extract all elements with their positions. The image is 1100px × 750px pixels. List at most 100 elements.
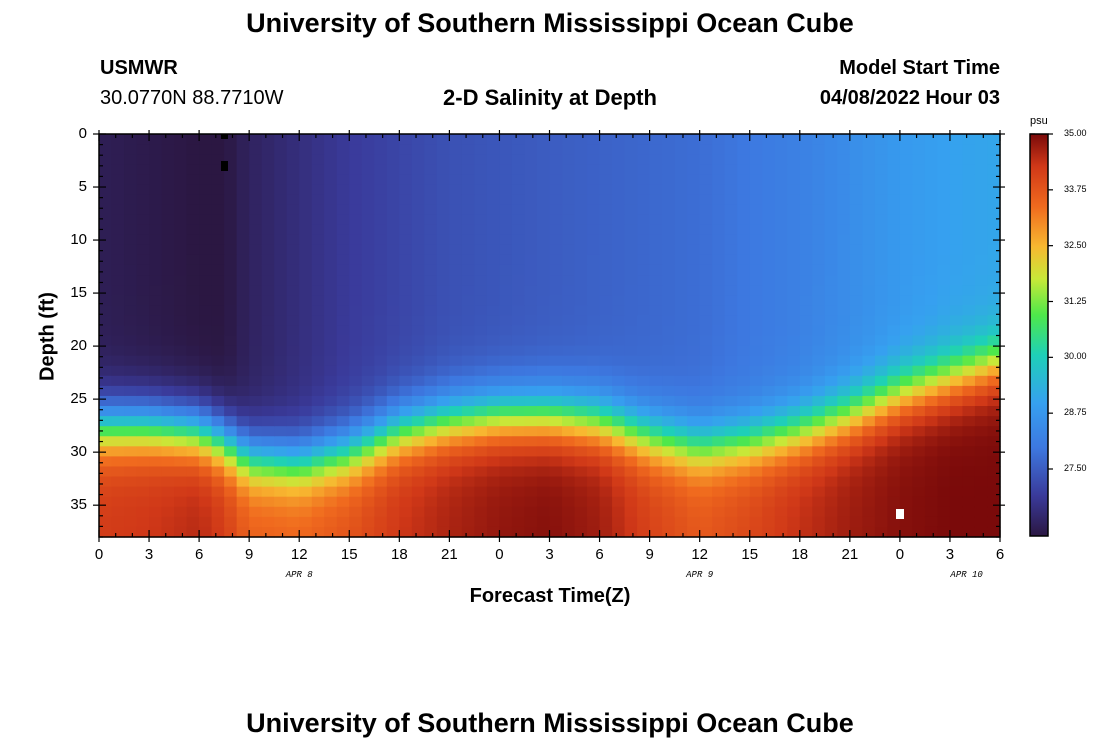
heatmap-cell — [837, 184, 851, 196]
heatmap-cell — [849, 194, 863, 206]
heatmap-cell — [286, 476, 300, 488]
heatmap-cell — [374, 385, 388, 397]
heatmap-cell — [111, 254, 125, 266]
heatmap-cell — [136, 204, 150, 216]
heatmap-cell — [812, 355, 826, 367]
heatmap-cell — [249, 486, 263, 498]
heatmap-cell — [174, 254, 188, 266]
heatmap-cell — [599, 345, 613, 357]
heatmap-cell — [937, 506, 951, 518]
heatmap-cell — [411, 204, 425, 216]
heatmap-cell — [837, 305, 851, 316]
heatmap-cell — [449, 526, 463, 538]
heatmap-cell — [862, 244, 876, 256]
heatmap-cell — [562, 325, 576, 337]
heatmap-cell — [849, 325, 863, 337]
heatmap-cell — [874, 426, 888, 437]
heatmap-cell — [924, 345, 939, 357]
heatmap-cell — [837, 295, 851, 306]
station-name: USMWR — [100, 57, 178, 79]
heatmap-cell — [549, 436, 563, 447]
heatmap-cell — [186, 315, 200, 327]
heatmap-cell — [524, 325, 538, 337]
heatmap-cell — [624, 345, 638, 357]
heatmap-cell — [562, 426, 576, 437]
heatmap-cell — [674, 164, 688, 175]
heatmap-cell — [161, 426, 175, 437]
heatmap-cell — [737, 264, 751, 276]
heatmap-cell — [536, 204, 551, 216]
heatmap-cell — [436, 204, 450, 216]
heatmap-cell — [737, 144, 751, 155]
heatmap-cell — [261, 416, 275, 427]
heatmap-cell — [274, 436, 288, 447]
heatmap-cell — [924, 315, 939, 327]
heatmap-cell — [724, 184, 738, 196]
heatmap-cell — [361, 496, 375, 508]
heatmap-cell — [662, 264, 676, 276]
heatmap-cell — [749, 365, 763, 377]
heatmap-cell — [737, 416, 751, 427]
heatmap-cell — [449, 506, 463, 518]
heatmap-cell — [574, 295, 588, 306]
heatmap-cell — [949, 355, 964, 367]
heatmap-cell — [849, 516, 863, 528]
heatmap-cell — [474, 264, 488, 276]
heatmap-cell — [762, 134, 776, 145]
heatmap-cell — [499, 295, 513, 306]
heatmap-cell — [712, 164, 726, 175]
heatmap-cell — [199, 486, 213, 498]
heatmap-cell — [649, 214, 663, 226]
heatmap-cell — [486, 184, 501, 196]
heatmap-cell — [111, 406, 125, 417]
heatmap-cell — [211, 375, 225, 387]
heatmap-cell — [962, 134, 976, 145]
heatmap-cell — [511, 486, 526, 498]
heatmap-cell — [99, 224, 113, 236]
heatmap-cell — [624, 154, 638, 165]
heatmap-cell — [211, 275, 225, 286]
heatmap-cell — [587, 214, 601, 226]
heatmap-cell — [837, 335, 851, 347]
heatmap-cell — [724, 214, 738, 226]
heatmap-cell — [536, 426, 551, 437]
heatmap-cell — [136, 144, 150, 155]
heatmap-cell — [812, 506, 826, 518]
heatmap-cell — [549, 416, 563, 427]
heatmap-cell — [649, 365, 663, 377]
heatmap-cell — [161, 476, 175, 488]
heatmap-cell — [824, 134, 838, 145]
heatmap-cell — [349, 234, 363, 246]
colorbar-tick-label: 35.00 — [1064, 128, 1087, 138]
heatmap-cell — [486, 204, 501, 216]
heatmap-cell — [887, 285, 901, 296]
heatmap-cell — [499, 184, 513, 196]
heatmap-cell — [336, 174, 350, 185]
heatmap-cell — [912, 426, 926, 437]
heatmap-cell — [311, 345, 325, 357]
heatmap-cell — [937, 375, 951, 387]
heatmap-cell — [949, 204, 964, 216]
heatmap-cell — [374, 194, 388, 206]
heatmap-cell — [174, 406, 188, 417]
heatmap-cell — [524, 134, 538, 145]
heatmap-cell — [962, 194, 976, 206]
heatmap-cell — [662, 174, 676, 185]
heatmap-cell — [261, 496, 275, 508]
heatmap-cell — [812, 436, 826, 447]
heatmap-cell — [286, 526, 300, 538]
heatmap-cell — [424, 214, 438, 226]
heatmap-cell — [637, 174, 651, 185]
heatmap-cell — [824, 184, 838, 196]
heatmap-cell — [974, 486, 989, 498]
heatmap-cell — [411, 476, 425, 488]
heatmap-cell — [587, 144, 601, 155]
heatmap-cell — [612, 264, 626, 276]
heatmap-cell — [812, 456, 826, 468]
heatmap-cell — [161, 416, 175, 427]
heatmap-cell — [699, 305, 713, 316]
heatmap-cell — [724, 154, 738, 165]
heatmap-cell — [749, 315, 763, 327]
heatmap-cell — [949, 144, 964, 155]
heatmap-cell — [411, 436, 425, 447]
